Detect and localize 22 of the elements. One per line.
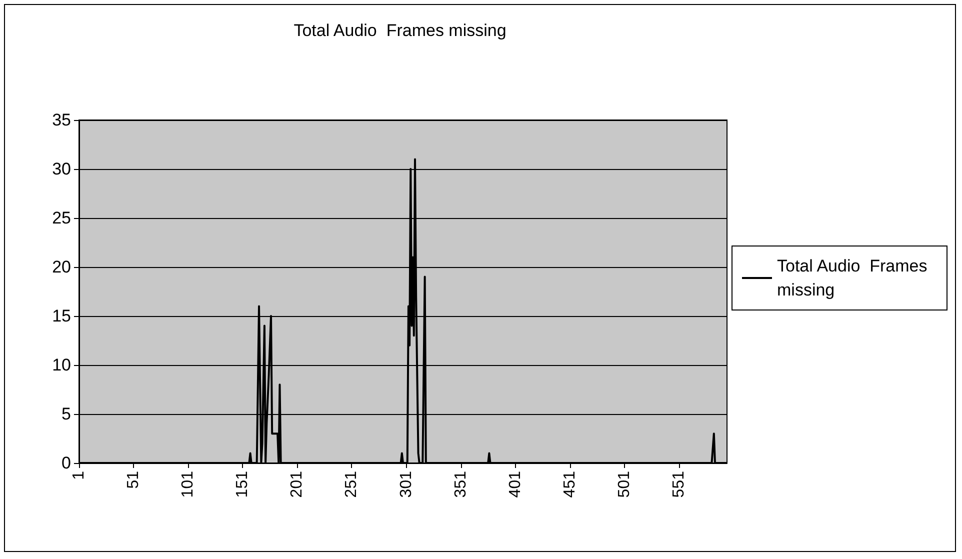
y-tick-label: 0 [62,454,71,472]
x-tick-label: 301 [398,470,415,498]
y-tick-label: 25 [52,208,71,228]
x-tick-label: 551 [670,470,688,498]
x-tick-label: 201 [288,470,306,498]
chart-title: Total Audio Frames missing [294,21,506,40]
y-tick-label: 20 [52,258,71,276]
x-tick-label: 51 [125,470,142,489]
y-tick-label: 10 [52,356,71,374]
x-tick-label: 101 [180,470,197,498]
y-tick-label: 30 [52,160,71,178]
x-tick-label: 451 [561,470,578,498]
x-tick-label: 1 [70,470,88,480]
y-tick-label: 35 [52,110,71,130]
legend-label: Total Audio Frames missing [777,256,932,300]
x-tick-label: 151 [234,470,252,498]
y-tick-label: 5 [62,404,71,424]
y-tick-label: 15 [52,306,71,326]
x-tick-label: 401 [506,470,524,498]
x-tick-label: 351 [452,470,470,498]
x-tick-label: 251 [343,470,360,498]
x-tick-label: 501 [616,470,633,498]
